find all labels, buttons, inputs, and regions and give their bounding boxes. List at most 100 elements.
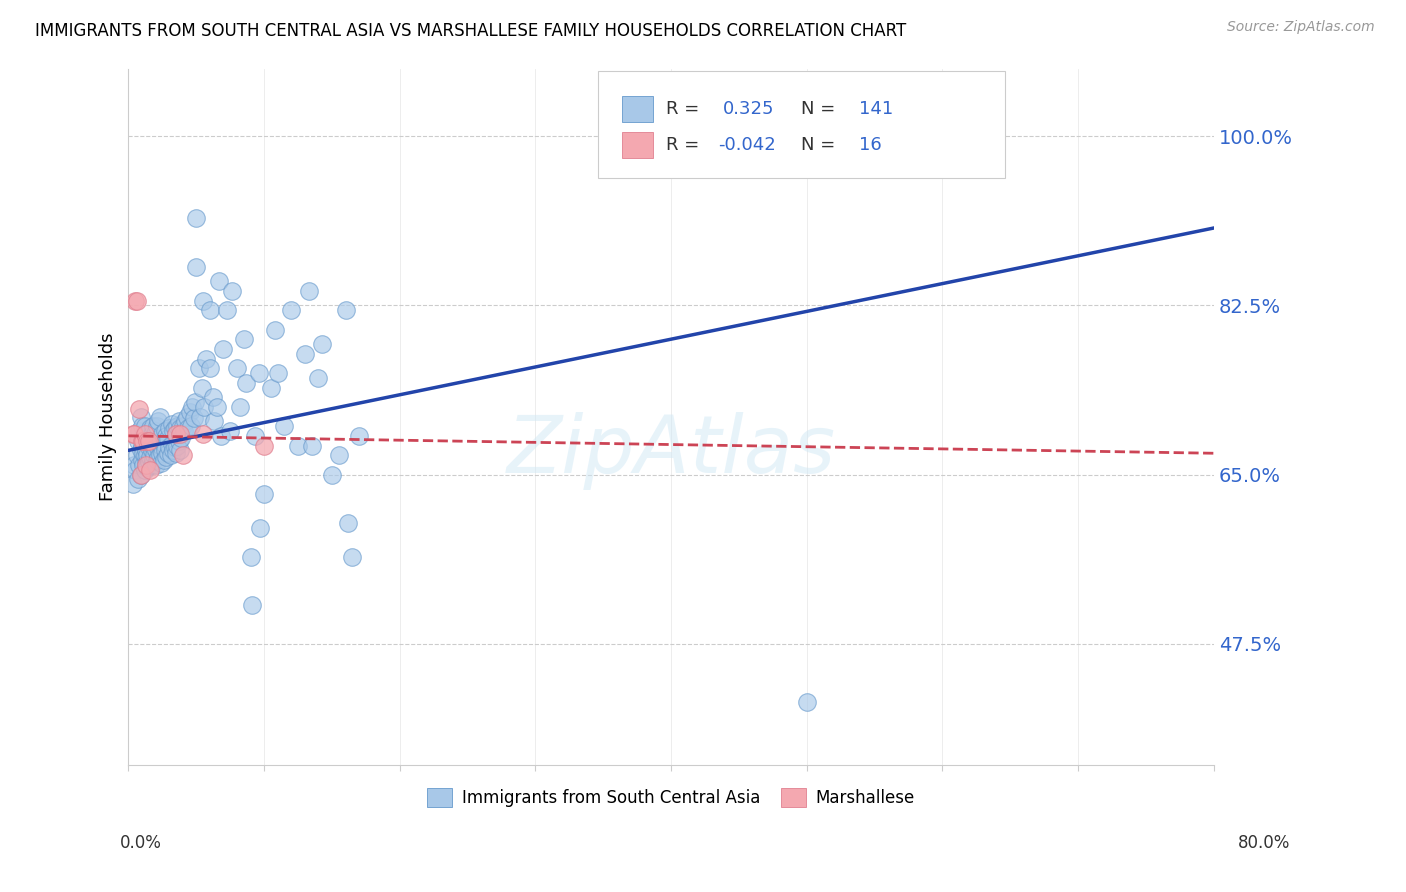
Point (135, 456, 157, 470)
Point (135, 443, 157, 458)
Point (219, 424, 242, 438)
Point (169, 443, 191, 458)
Point (280, 303, 302, 318)
Point (129, 443, 152, 458)
Point (243, 429, 266, 443)
Point (134, 419, 156, 434)
Point (247, 366, 270, 380)
Point (149, 431, 172, 445)
Point (124, 463, 146, 477)
Point (337, 516, 360, 530)
Point (145, 458, 167, 472)
Point (124, 293, 146, 308)
Point (128, 401, 150, 416)
Point (141, 458, 163, 472)
Point (136, 448, 159, 462)
Point (131, 453, 153, 467)
Point (307, 371, 329, 385)
Point (145, 443, 167, 458)
Point (162, 443, 184, 458)
Point (134, 434, 156, 448)
Point (150, 426, 173, 441)
Point (180, 419, 202, 434)
Point (135, 426, 157, 441)
Point (146, 453, 169, 467)
Point (129, 409, 152, 424)
Point (198, 361, 221, 376)
Point (128, 458, 150, 472)
Text: 0.325: 0.325 (723, 100, 775, 118)
Point (132, 434, 155, 448)
Point (321, 467, 343, 482)
Text: 80.0%: 80.0% (1239, 834, 1291, 852)
Point (132, 446, 155, 460)
Point (186, 211, 208, 226)
Point (143, 434, 166, 448)
Text: Source: ZipAtlas.com: Source: ZipAtlas.com (1227, 20, 1375, 34)
Point (125, 448, 148, 462)
Point (253, 487, 276, 501)
Point (170, 431, 193, 445)
Point (202, 414, 225, 428)
Point (149, 448, 172, 462)
Point (176, 409, 198, 424)
Point (294, 347, 316, 361)
Point (148, 450, 170, 464)
Point (165, 426, 187, 441)
Point (172, 448, 194, 462)
Point (129, 467, 152, 482)
Point (128, 424, 150, 438)
Point (138, 441, 160, 455)
Point (208, 274, 231, 288)
FancyBboxPatch shape (623, 132, 652, 158)
Point (160, 436, 183, 450)
Point (166, 438, 188, 452)
Point (172, 419, 194, 434)
Point (148, 434, 170, 448)
Point (232, 332, 254, 346)
Point (136, 434, 159, 448)
Point (121, 426, 143, 441)
Point (163, 421, 186, 435)
Point (138, 455, 160, 469)
Point (173, 424, 195, 438)
Point (153, 424, 176, 438)
Point (150, 456, 173, 470)
Point (136, 431, 159, 445)
Point (139, 463, 162, 477)
Point (301, 438, 323, 452)
Text: IMMIGRANTS FROM SOUTH CENTRAL ASIA VS MARSHALLESE FAMILY HOUSEHOLDS CORRELATION : IMMIGRANTS FROM SOUTH CENTRAL ASIA VS MA… (35, 22, 907, 40)
FancyBboxPatch shape (623, 95, 652, 122)
Point (135, 458, 157, 472)
Point (188, 361, 211, 376)
Point (136, 459, 159, 474)
Point (127, 472, 149, 486)
Point (127, 434, 149, 448)
Point (335, 303, 357, 318)
Point (150, 446, 173, 460)
Point (138, 434, 160, 448)
Point (132, 458, 155, 472)
Point (150, 438, 173, 452)
Point (142, 438, 165, 452)
Point (194, 351, 217, 366)
Point (134, 426, 156, 441)
Point (347, 429, 370, 443)
Point (152, 436, 174, 450)
Point (184, 395, 207, 409)
Point (125, 293, 148, 308)
Point (142, 419, 165, 434)
Text: R =: R = (665, 136, 704, 154)
Point (235, 376, 257, 390)
Point (139, 450, 162, 464)
Point (183, 411, 205, 425)
Point (153, 443, 176, 458)
Point (167, 434, 190, 448)
Text: N =: N = (801, 100, 841, 118)
Point (131, 438, 153, 452)
Point (169, 421, 191, 435)
Point (166, 419, 188, 434)
Point (226, 361, 249, 376)
Point (157, 441, 180, 455)
Point (145, 424, 167, 438)
